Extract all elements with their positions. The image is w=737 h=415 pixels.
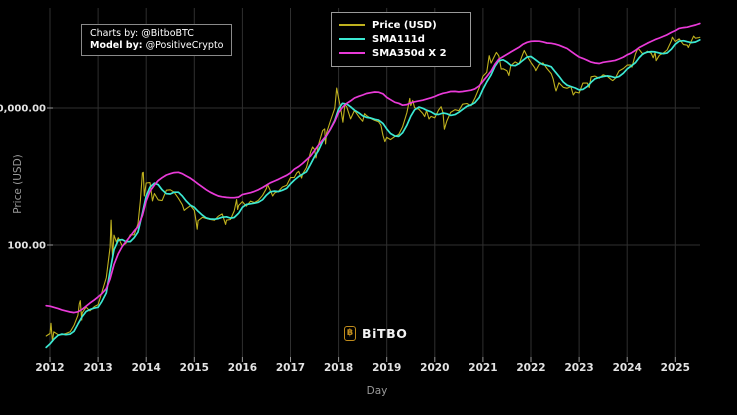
y-tick-label-10000: 10,000.00 [0, 104, 46, 115]
credits-line-model: Model by: @PositiveCrypto [90, 40, 223, 52]
x-tick-label-2020: 2020 [420, 362, 449, 374]
credits-model-handle: @PositiveCrypto [145, 39, 224, 51]
x-tick-label-2013: 2013 [83, 362, 112, 374]
sma111-line-swatch [339, 38, 365, 40]
credits-charts-handle: @BitboBTC [141, 28, 194, 39]
legend-label-sma111: SMA111d [372, 33, 425, 45]
x-tick-label-2021: 2021 [468, 362, 497, 374]
bitbo-logo: ฿ BiTBO [344, 326, 408, 341]
sma350-line-swatch [339, 52, 365, 54]
x-tick-label-2016: 2016 [228, 362, 257, 374]
x-tick-label-2023: 2023 [564, 362, 593, 374]
x-tick-label-2019: 2019 [372, 362, 401, 374]
bitcoin-coin-icon: ฿ [344, 326, 356, 341]
credits-charts-label: Charts by: [90, 28, 139, 39]
legend: Price (USD) SMA111d SMA350d X 2 [331, 12, 471, 67]
x-tick-label-2015: 2015 [180, 362, 209, 374]
x-tick-label-2018: 2018 [324, 362, 353, 374]
legend-item-price: Price (USD) [339, 18, 463, 32]
price-usd-line [45, 35, 701, 343]
y-axis-title: Price (USD) [12, 154, 24, 214]
x-tick-label-2025: 2025 [661, 362, 690, 374]
legend-label-sma350: SMA350d X 2 [372, 47, 447, 59]
legend-item-sma350: SMA350d X 2 [339, 46, 463, 60]
legend-label-price: Price (USD) [372, 19, 437, 31]
x-tick-label-2012: 2012 [35, 362, 64, 374]
bitbo-wordmark: BiTBO [362, 326, 408, 341]
credits-model-label: Model by: [90, 39, 143, 51]
sma350dx2-line [45, 22, 701, 314]
y-tick-label-100: 100.00 [7, 241, 46, 252]
x-tick-label-2024: 2024 [613, 362, 642, 374]
credits-line-charts: Charts by: @BitboBTC [90, 28, 223, 40]
x-tick-label-2014: 2014 [132, 362, 161, 374]
price-line-swatch [339, 24, 365, 26]
credits-box: Charts by: @BitboBTC Model by: @Positive… [81, 24, 233, 56]
x-tick-label-2017: 2017 [276, 362, 305, 374]
legend-item-sma111: SMA111d [339, 32, 463, 46]
x-tick-label-2022: 2022 [516, 362, 545, 374]
x-axis-title: Day [367, 385, 388, 397]
